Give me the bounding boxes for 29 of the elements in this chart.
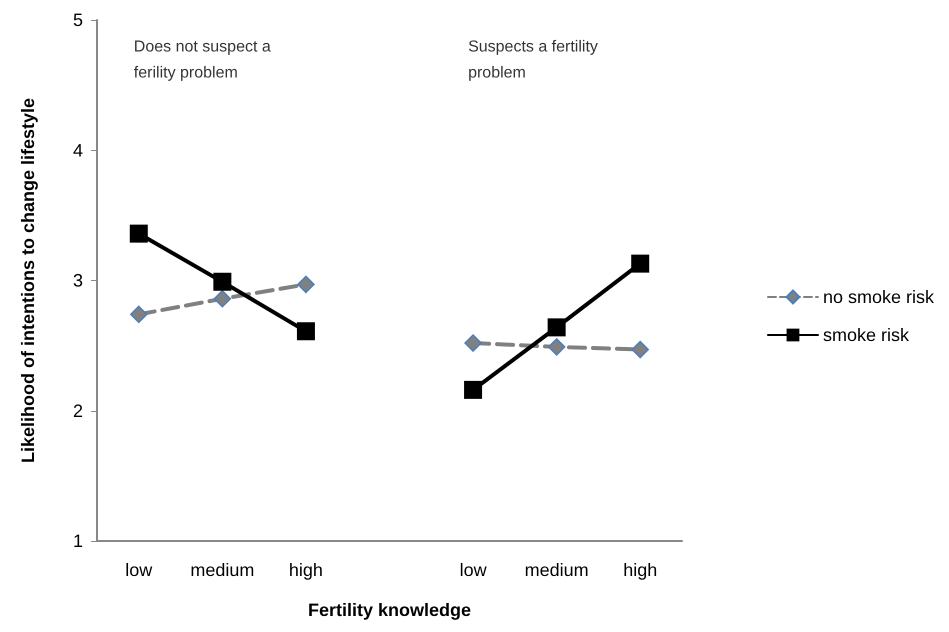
point bbox=[464, 334, 482, 352]
point bbox=[548, 318, 566, 336]
x-tick-label: low bbox=[125, 560, 154, 580]
point bbox=[130, 306, 148, 324]
point bbox=[213, 272, 232, 291]
y-tick-label: 2 bbox=[72, 400, 83, 421]
point bbox=[464, 380, 482, 399]
x-tick-label: medium bbox=[524, 560, 589, 580]
point bbox=[130, 224, 148, 243]
point bbox=[296, 322, 315, 340]
legend-label: smoke risk bbox=[822, 325, 910, 345]
y-tick-label: 5 bbox=[72, 10, 83, 30]
y-tick-label: 1 bbox=[72, 531, 83, 551]
x-tick-label: low bbox=[460, 560, 488, 580]
point bbox=[548, 338, 566, 356]
point bbox=[631, 254, 650, 273]
x-tick-label: high bbox=[623, 560, 658, 580]
annotation: Does not suspect a ferility problem bbox=[134, 38, 271, 82]
y-tick-label: 4 bbox=[72, 140, 83, 160]
point bbox=[214, 290, 232, 308]
point bbox=[631, 340, 649, 358]
annotation: Suspects a fertility problem bbox=[468, 38, 598, 82]
point bbox=[297, 276, 315, 294]
y-axis-title: Likelihood of intentions to change lifestyle bbox=[18, 98, 38, 464]
x-tick-label: high bbox=[288, 560, 323, 580]
x-tick-label: medium bbox=[190, 560, 254, 580]
y-tick-label: 3 bbox=[72, 270, 83, 290]
x-axis-title: Fertility knowledge bbox=[308, 600, 472, 620]
legend-label: no smoke risk bbox=[822, 287, 935, 307]
